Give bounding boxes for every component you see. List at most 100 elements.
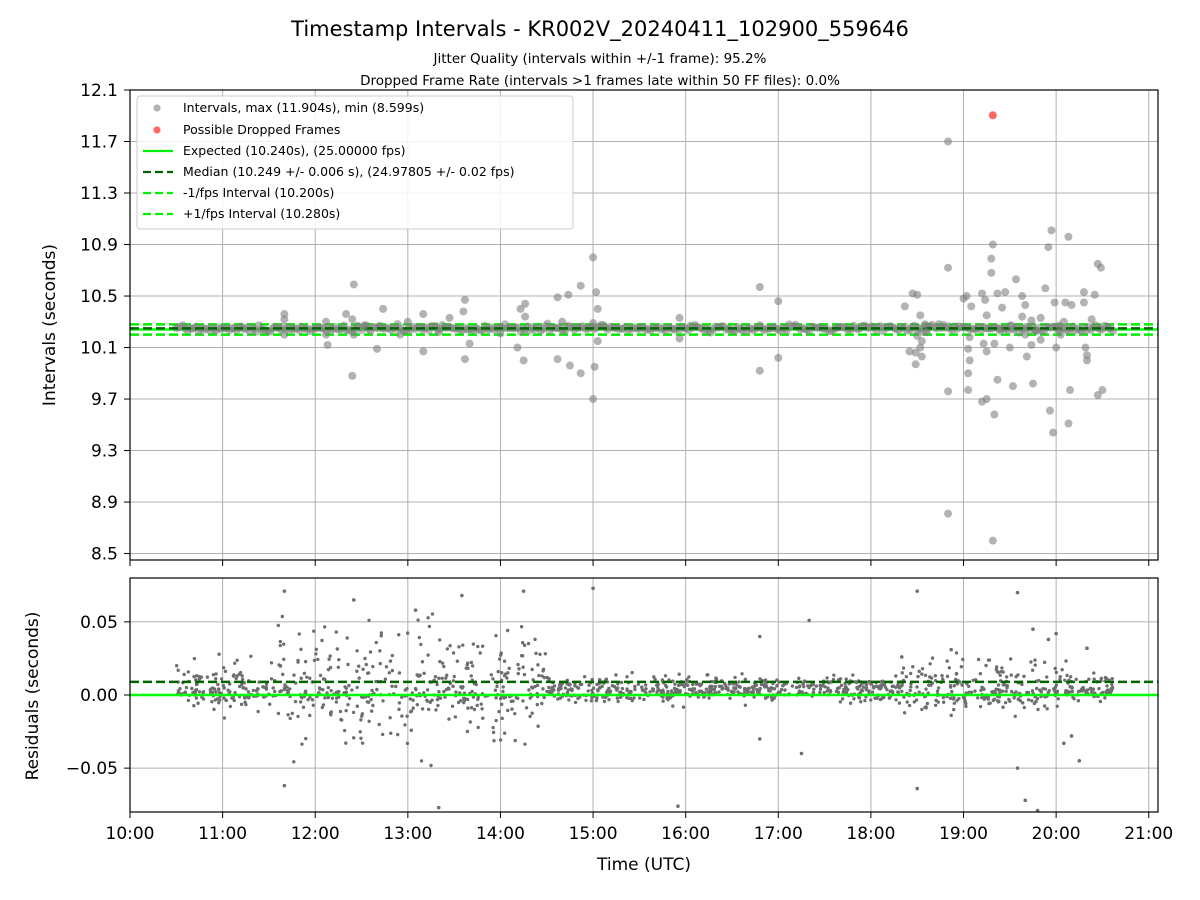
bottom-residual-point [769, 695, 774, 700]
top-interval-point [1096, 263, 1105, 272]
bottom-residual-point [751, 686, 755, 691]
bottom-residual-point [533, 637, 537, 642]
bottom-residual-point [234, 676, 238, 681]
bottom-residual-point [344, 708, 348, 713]
bottom-residual-point [1084, 691, 1088, 695]
bottom-residual-point [687, 675, 691, 679]
top-interval-point [964, 369, 973, 378]
bottom-residual-point [1054, 670, 1059, 675]
top-interval-point [403, 317, 412, 326]
bottom-residual-point [967, 684, 971, 689]
top-interval-point [372, 344, 381, 353]
bottom-residual-point [344, 741, 348, 745]
top-interval-point [1079, 288, 1088, 297]
bottom-residual-point [192, 704, 196, 708]
bottom-residual-point [704, 687, 709, 691]
bottom-residual-point [825, 689, 829, 693]
bottom-residual-point [374, 640, 378, 645]
bottom-residual-point [671, 679, 675, 683]
bottom-residual-point [442, 689, 446, 694]
top-y-tick-label: 9.3 [91, 442, 118, 462]
bottom-residual-point [677, 672, 681, 676]
bottom-residual-point [929, 676, 934, 680]
bottom-residual-point [249, 654, 253, 659]
bottom-residual-point [256, 687, 260, 691]
bottom-residual-point [463, 696, 467, 701]
bottom-residual-point [764, 681, 768, 685]
bottom-residual-point [986, 697, 991, 701]
bottom-residual-point [633, 687, 637, 692]
bottom-residual-point [669, 689, 674, 693]
top-y-tick-label: 12.1 [80, 81, 118, 101]
bottom-residual-point [952, 707, 956, 712]
bottom-residual-point [519, 653, 524, 658]
bottom-residual-point [590, 688, 594, 693]
bottom-residual-point [342, 728, 347, 733]
bottom-residual-point [420, 707, 425, 711]
top-interval-point [1028, 379, 1037, 388]
bottom-residual-point [567, 698, 571, 702]
bottom-residual-point [900, 689, 904, 694]
bottom-residual-point [240, 674, 244, 678]
bottom-residual-point [915, 685, 919, 689]
bottom-residual-point [242, 681, 247, 685]
top-interval-point [911, 360, 920, 369]
bottom-residual-point [347, 696, 352, 701]
bottom-residual-point [857, 684, 862, 689]
bottom-residual-point [530, 667, 534, 672]
bottom-residual-point [732, 690, 736, 694]
top-interval-point [558, 317, 567, 326]
bottom-residual-point [579, 682, 584, 687]
bottom-residual-point [597, 678, 602, 682]
bottom-residual-point [1034, 686, 1039, 691]
legend-label-expected: Expected (10.240s), (25.00000 fps) [183, 143, 405, 158]
top-interval-point [1018, 312, 1027, 321]
bottom-residual-point [941, 700, 946, 704]
bottom-residual-point [235, 658, 239, 662]
bottom-residual-point [533, 684, 537, 689]
bottom-residual-point [851, 673, 855, 677]
bottom-residual-point [845, 687, 849, 692]
top-interval-point [967, 302, 976, 311]
bottom-residual-point [238, 670, 243, 675]
bottom-residual-point [334, 690, 339, 694]
bottom-residual-point [514, 695, 518, 700]
bottom-residual-point [336, 665, 341, 670]
bottom-residual-point [453, 715, 458, 719]
bottom-residual-point [338, 709, 343, 714]
top-interval-point [920, 320, 929, 329]
bottom-residual-point [292, 673, 296, 677]
bottom-residual-point [329, 710, 333, 714]
bottom-residual-point [334, 630, 338, 634]
bottom-residual-point [996, 683, 1001, 687]
bottom-residual-point [442, 664, 446, 669]
bottom-residual-point [310, 698, 315, 702]
top-interval-point [913, 290, 922, 299]
bottom-panel: −0.050.000.05 10:00 11:00 12:00 13:00 14:00 1… [23, 577, 1173, 875]
bottom-residual-point [917, 669, 921, 674]
bottom-residual-point [1092, 677, 1096, 681]
bottom-residual-point [737, 680, 741, 684]
bottom-residual-point [1030, 699, 1034, 703]
bottom-residual-point [597, 686, 602, 690]
bottom-residual-point [506, 708, 510, 713]
bottom-residual-point [476, 644, 480, 649]
top-plot-frame [129, 89, 1159, 561]
bottom-residual-point [400, 695, 404, 699]
top-interval-point [964, 344, 973, 353]
bottom-residual-point [1068, 675, 1073, 679]
bottom-residual-point [516, 662, 520, 667]
bottom-residual-point [214, 672, 218, 676]
bottom-residual-point [200, 695, 204, 699]
top-y-axis-label: Intervals (seconds) [40, 244, 60, 406]
bottom-residual-point [1105, 684, 1109, 688]
bottom-residual-point [337, 695, 341, 699]
bottom-residual-point [517, 667, 521, 671]
bottom-residual-point [537, 673, 541, 678]
top-interval-point [280, 330, 289, 339]
bottom-residual-point [306, 697, 310, 702]
bottom-residual-point [728, 696, 732, 700]
bottom-residual-point [403, 688, 407, 692]
bottom-residual-point [451, 679, 456, 683]
bottom-residual-point [1055, 704, 1059, 708]
